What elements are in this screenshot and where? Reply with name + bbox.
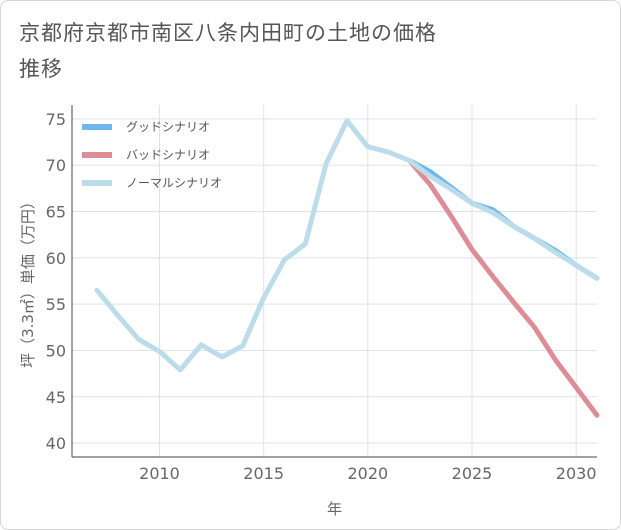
- y-tick-label: 60: [46, 249, 66, 268]
- y-tick-label: 65: [46, 203, 66, 222]
- x-tick-label: 2020: [347, 464, 388, 483]
- y-tick-label: 75: [46, 110, 66, 129]
- x-axis-title: 年: [327, 500, 342, 518]
- series-lines: [94, 118, 600, 418]
- series-line-2: [407, 158, 600, 418]
- legend-label: バッドシナリオ: [126, 148, 210, 162]
- chart-title: 京都府京都市南区八条内田町の土地の価格推移: [19, 21, 437, 81]
- x-tick-labels: 2010 2015 2020 2025 2030: [139, 464, 596, 483]
- legend-label: ノーマルシナリオ: [126, 176, 222, 190]
- x-tick-label: 2015: [243, 464, 284, 483]
- y-tick-label: 70: [46, 156, 66, 175]
- y-tick-label: 55: [46, 295, 66, 314]
- x-tick-label: 2010: [139, 464, 180, 483]
- y-tick-label: 50: [46, 341, 66, 360]
- x-tick-label: 2030: [556, 464, 597, 483]
- legend-label: グッドシナリオ: [126, 120, 210, 134]
- y-tick-labels: 40 45 50 55 60 65 70 75: [46, 110, 66, 453]
- y-axis-title: 坪（3.3㎡）単価（万円）: [19, 194, 37, 368]
- y-tick-label: 45: [46, 388, 66, 407]
- y-tick-label: 40: [46, 434, 66, 453]
- x-tick-label: 2025: [452, 464, 493, 483]
- series-line-3: [94, 118, 600, 373]
